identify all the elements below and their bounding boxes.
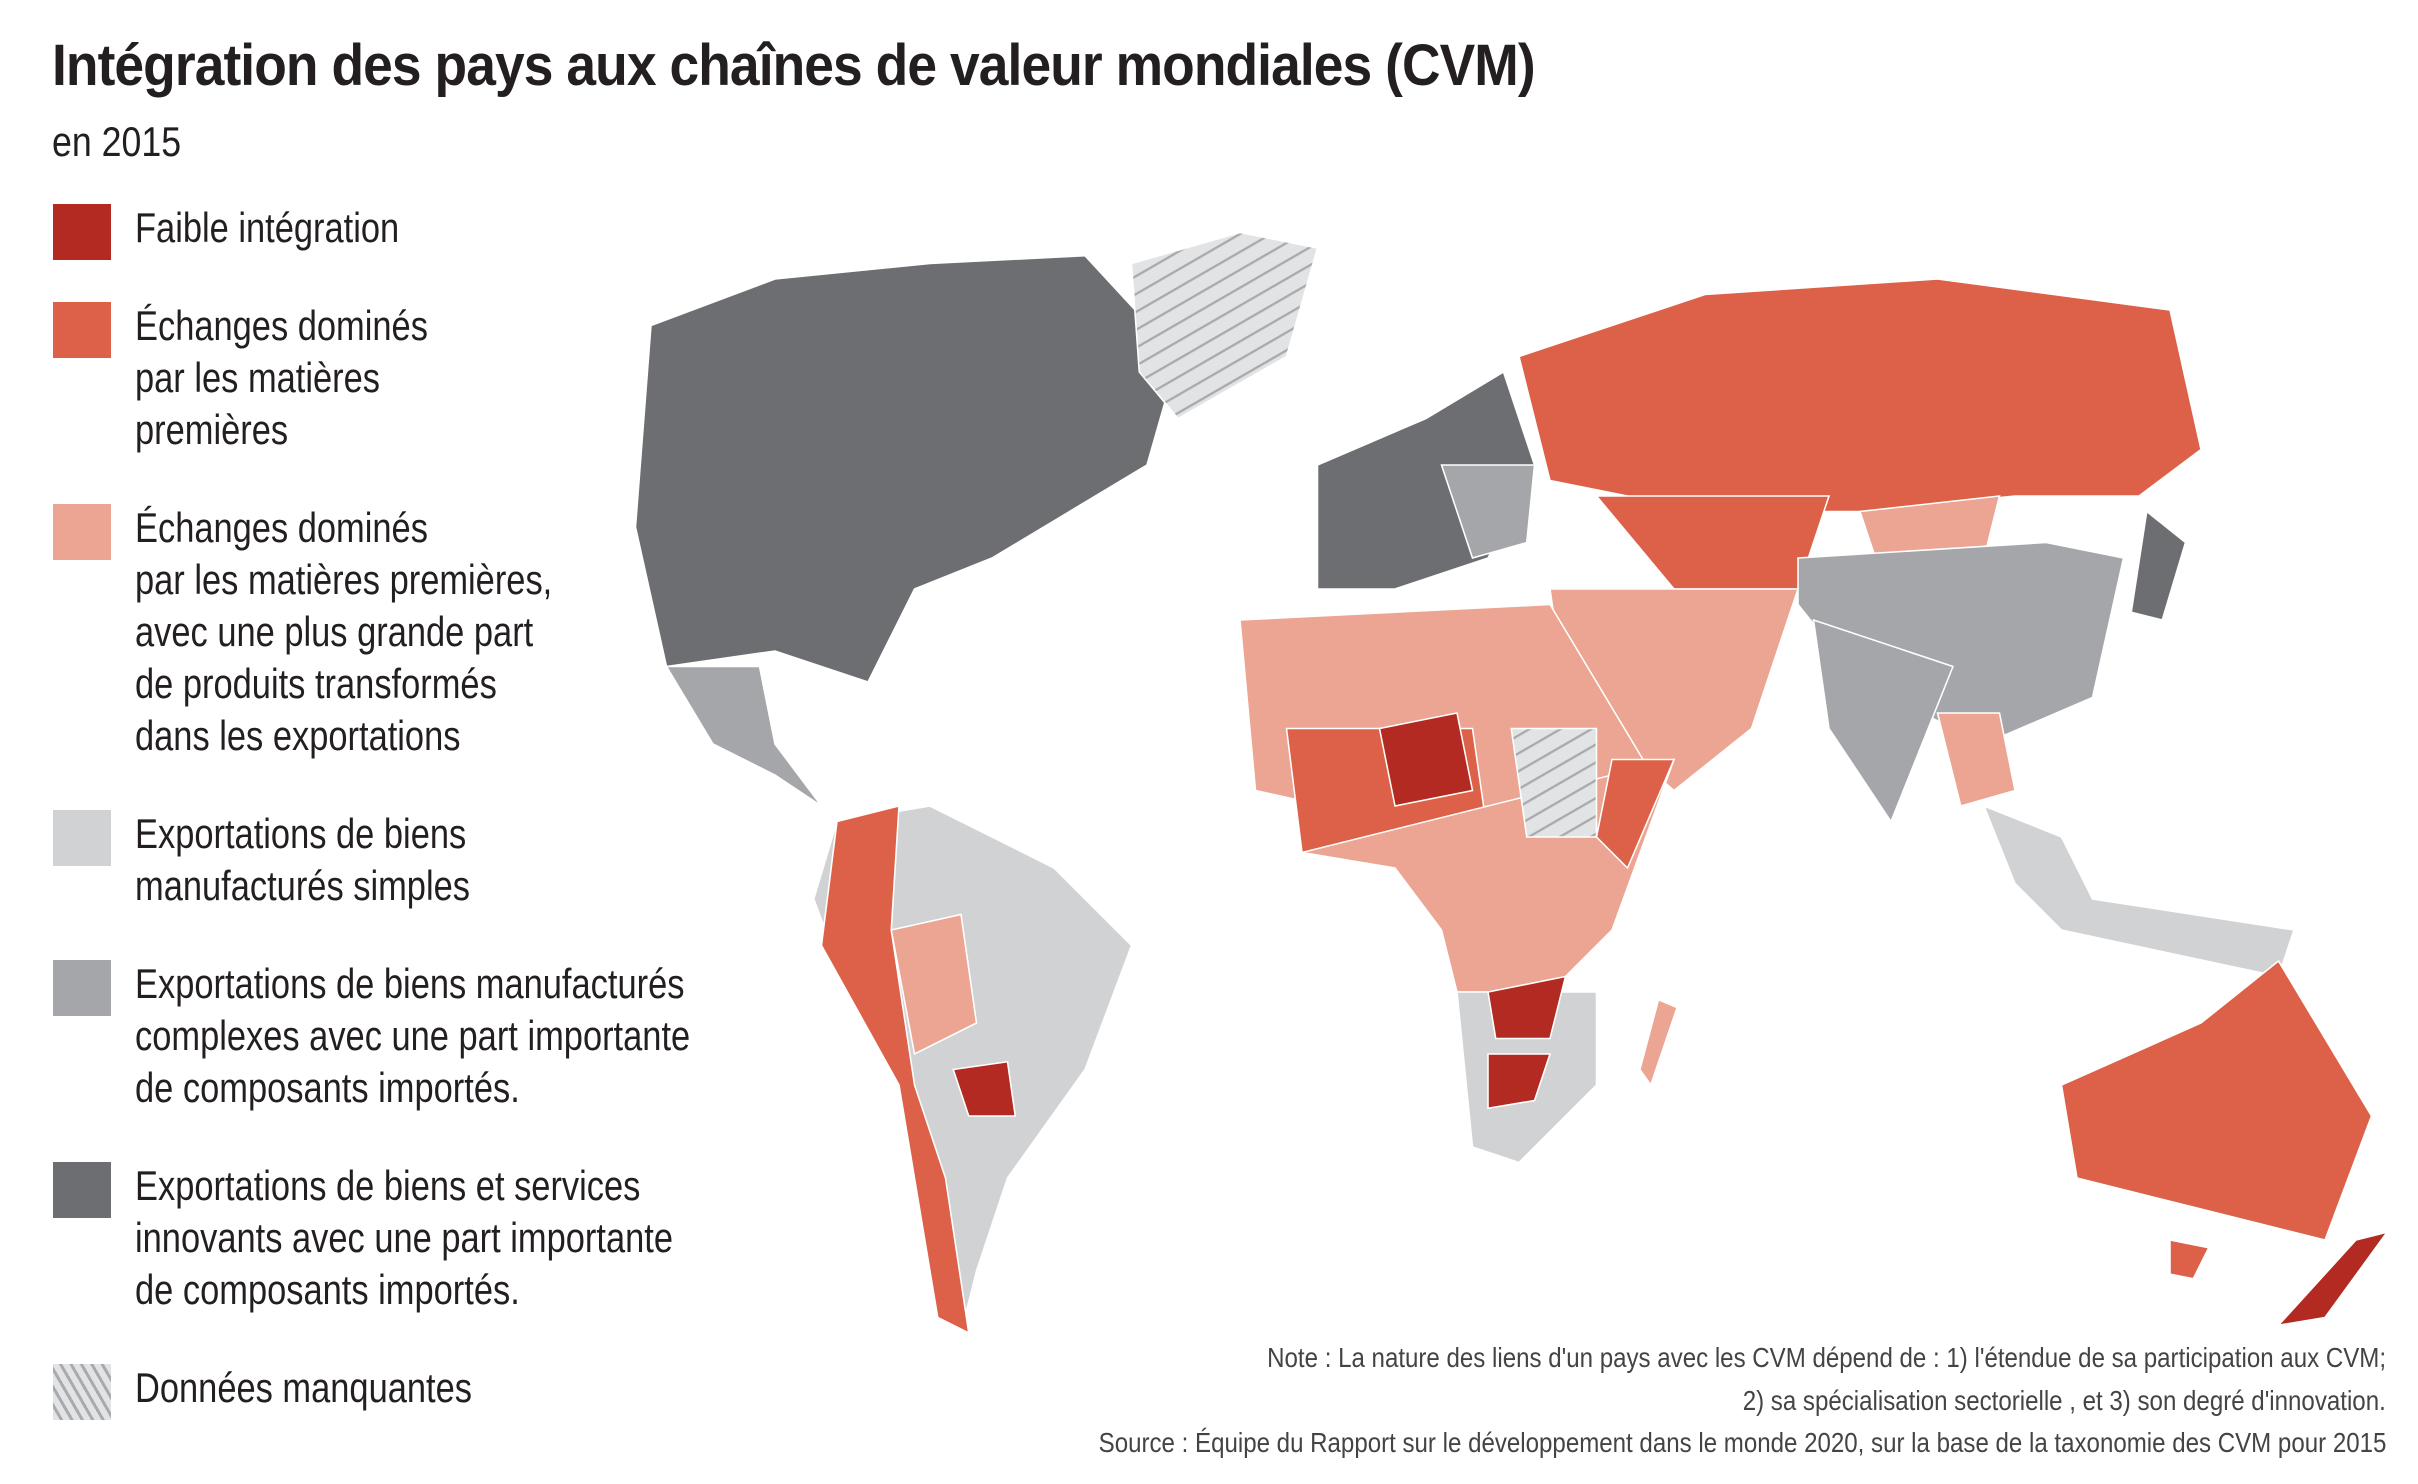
legend-label: Échanges dominés: [135, 504, 428, 551]
legend-label: Exportations de biens et services: [135, 1162, 641, 1209]
legend-label: dans les exportations: [135, 712, 461, 759]
legend-label: de composants importés.: [135, 1266, 520, 1313]
legend-label: avec une plus grande part: [135, 608, 534, 655]
legend-swatch: [53, 810, 111, 866]
title: Intégration des pays aux chaînes de vale…: [52, 33, 1536, 98]
legend-swatch: [53, 960, 111, 1016]
legend-label: par les matières: [135, 354, 381, 401]
legend-swatch: [53, 204, 111, 260]
legend-swatch: [53, 302, 111, 358]
legend-label: Faible intégration: [135, 204, 400, 251]
legend-swatch: [53, 1162, 111, 1218]
legend-label: Exportations de biens: [135, 810, 467, 857]
legend-label: de composants importés.: [135, 1064, 520, 1111]
legend-swatch: [53, 504, 111, 560]
legend-label: Exportations de biens manufacturés: [135, 960, 685, 1007]
legend-label: innovants avec une part importante: [135, 1214, 673, 1261]
subtitle: en 2015: [52, 118, 182, 165]
legend-swatch: [53, 1364, 111, 1420]
legend-label: Échanges dominés: [135, 302, 428, 349]
legend-label: de produits transformés: [135, 660, 497, 707]
source: Source : Équipe du Rapport sur le dévelo…: [1098, 1427, 2386, 1458]
legend-label: manufacturés simples: [135, 862, 470, 909]
legend-label: complexes avec une part importante: [135, 1012, 691, 1059]
note: 2) sa spécialisation sectorielle , et 3)…: [1742, 1385, 2386, 1416]
legend-label: premières: [135, 406, 289, 453]
legend-label: par les matières premières,: [135, 556, 553, 603]
note: Note : La nature des liens d'un pays ave…: [1267, 1342, 2386, 1373]
countries: [634, 231, 2389, 1336]
legend-label: Données manquantes: [135, 1364, 472, 1411]
